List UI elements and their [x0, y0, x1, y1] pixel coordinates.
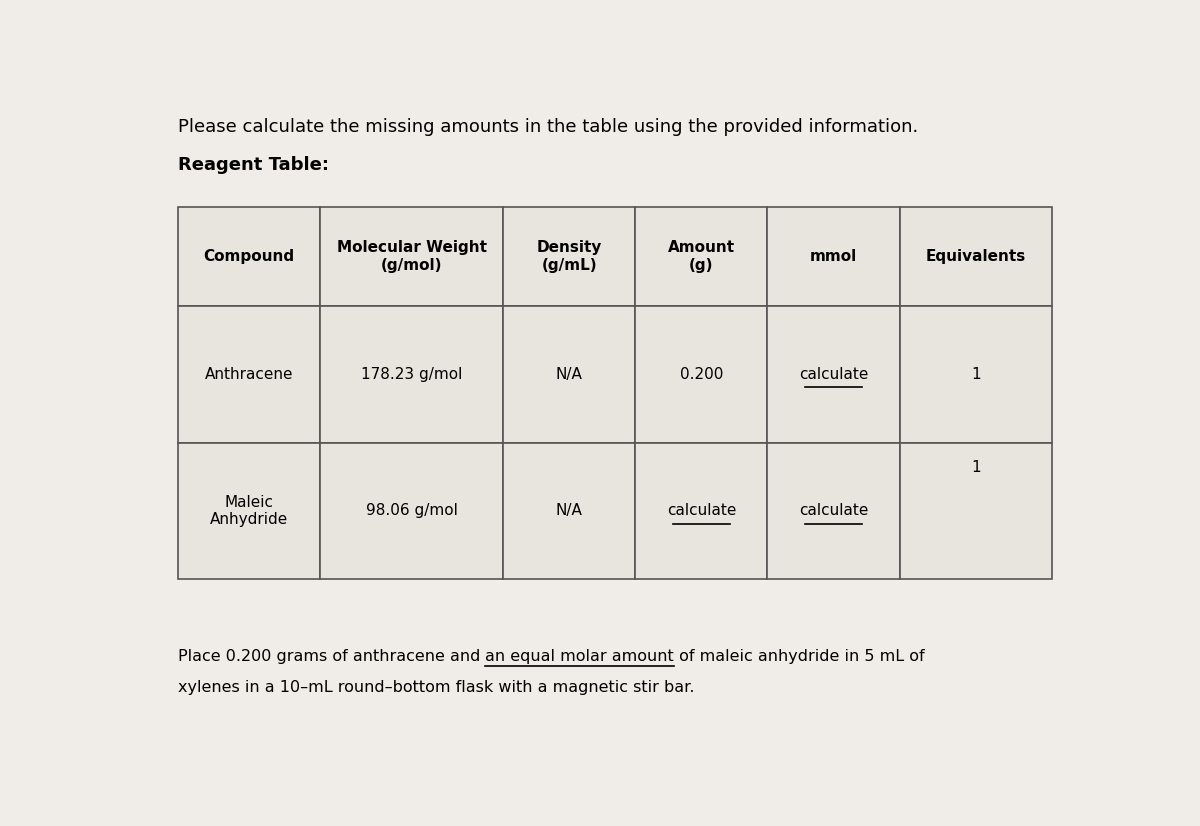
- Text: calculate: calculate: [667, 503, 736, 519]
- Text: Density
(g/mL): Density (g/mL): [536, 240, 602, 273]
- Bar: [900, 443, 1052, 579]
- Text: mmol: mmol: [810, 249, 857, 264]
- Text: 1: 1: [971, 460, 980, 476]
- Bar: [768, 207, 900, 306]
- Bar: [900, 306, 1052, 443]
- Bar: [503, 207, 635, 306]
- Bar: [320, 207, 503, 306]
- Text: Anthracene: Anthracene: [205, 367, 293, 382]
- Bar: [503, 443, 635, 579]
- Bar: [178, 207, 320, 306]
- Bar: [768, 306, 900, 443]
- Text: Equivalents: Equivalents: [925, 249, 1026, 264]
- Text: xylenes in a 10–mL round–bottom flask with a magnetic stir bar.: xylenes in a 10–mL round–bottom flask wi…: [178, 680, 695, 695]
- Text: Place 0.200 grams of anthracene and: Place 0.200 grams of anthracene and: [178, 649, 485, 664]
- Bar: [320, 306, 503, 443]
- Bar: [178, 306, 320, 443]
- Text: Maleic
Anhydride: Maleic Anhydride: [210, 495, 288, 527]
- Text: of maleic anhydride in 5 mL of: of maleic anhydride in 5 mL of: [674, 649, 925, 664]
- Text: 98.06 g/mol: 98.06 g/mol: [366, 503, 457, 519]
- Bar: [178, 443, 320, 579]
- Bar: [320, 443, 503, 579]
- Text: an equal molar amount: an equal molar amount: [485, 649, 674, 664]
- Text: Please calculate the missing amounts in the table using the provided information: Please calculate the missing amounts in …: [178, 118, 918, 136]
- Text: 1: 1: [971, 367, 980, 382]
- Bar: [768, 443, 900, 579]
- Text: Reagent Table:: Reagent Table:: [178, 156, 329, 174]
- Text: calculate: calculate: [799, 503, 869, 519]
- Text: N/A: N/A: [556, 367, 583, 382]
- Text: Molecular Weight
(g/mol): Molecular Weight (g/mol): [337, 240, 487, 273]
- Text: calculate: calculate: [799, 367, 869, 382]
- Bar: [635, 443, 768, 579]
- Text: 178.23 g/mol: 178.23 g/mol: [361, 367, 462, 382]
- Text: N/A: N/A: [556, 503, 583, 519]
- Bar: [503, 306, 635, 443]
- Text: 0.200: 0.200: [679, 367, 724, 382]
- Bar: [635, 306, 768, 443]
- Text: Amount
(g): Amount (g): [668, 240, 734, 273]
- Bar: [635, 207, 768, 306]
- Text: Compound: Compound: [204, 249, 295, 264]
- Bar: [900, 207, 1052, 306]
